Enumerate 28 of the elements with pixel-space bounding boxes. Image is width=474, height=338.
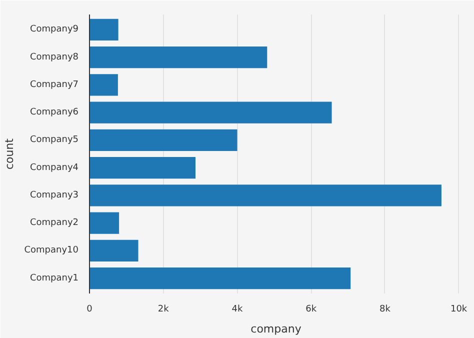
x-tick-label: 4k xyxy=(232,304,244,314)
bar xyxy=(90,102,332,124)
y-tick-label: Company4 xyxy=(30,162,79,173)
y-tick-label: Company5 xyxy=(30,135,79,146)
y-tick-label: Company1 xyxy=(30,273,79,284)
bar xyxy=(90,240,138,262)
x-tick-label: 8k xyxy=(379,304,392,314)
y-tick-label: Company7 xyxy=(30,80,79,90)
y-axis-title: count xyxy=(3,138,16,170)
bar xyxy=(90,212,120,234)
x-tick-label: 0 xyxy=(86,304,93,314)
bar xyxy=(90,129,238,151)
y-tick-label: Company2 xyxy=(30,218,79,228)
x-axis-title: company xyxy=(250,322,302,336)
y-tick-label: Company3 xyxy=(30,190,79,200)
x-tick-label: 6k xyxy=(306,304,318,314)
y-tick-label: Company6 xyxy=(30,108,79,118)
bar xyxy=(90,18,118,40)
y-tick-label: Company8 xyxy=(30,52,79,62)
y-tick-label: Company9 xyxy=(30,24,79,35)
bar xyxy=(90,157,196,179)
x-tick-label: 2k xyxy=(158,304,170,314)
x-tick-label: 10k xyxy=(450,304,468,314)
bar xyxy=(90,268,351,290)
bar xyxy=(90,46,268,68)
bar xyxy=(90,74,118,96)
y-tick-label: Company10 xyxy=(24,246,79,256)
bar xyxy=(90,184,442,206)
